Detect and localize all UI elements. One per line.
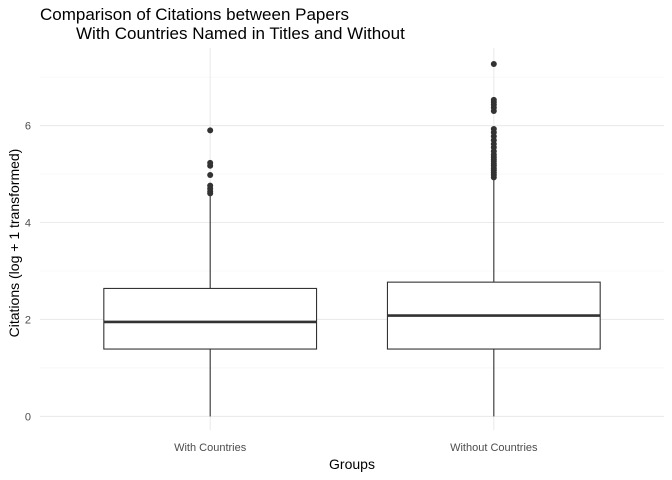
y-tick-label: 2 [25, 314, 31, 326]
x-tick-label: With Countries [174, 442, 247, 454]
box-group [386, 60, 601, 417]
y-axis-ticks: 0 2 4 6 [25, 121, 31, 424]
x-axis-label: Groups [329, 456, 375, 472]
outlier-point [207, 182, 214, 189]
outlier-point [207, 172, 214, 179]
chart-title-line-2: With Countries Named in Titles and Witho… [76, 24, 405, 43]
outlier-point [490, 96, 497, 103]
outlier-point [207, 159, 214, 166]
y-axis-label: Citations (log + 1 transformed) [6, 149, 22, 338]
outlier-point [490, 60, 497, 67]
y-tick-label: 6 [25, 121, 31, 133]
boxes [103, 60, 601, 417]
x-axis-ticks: With Countries Without Countries [174, 442, 538, 454]
grid-lines [40, 48, 664, 430]
outlier-point [490, 125, 497, 132]
y-tick-label: 0 [25, 411, 31, 423]
iqr-box [103, 287, 318, 350]
y-tick-label: 4 [25, 218, 31, 230]
box-group [103, 127, 318, 417]
x-tick-label: Without Countries [450, 442, 538, 454]
outlier-point [207, 127, 214, 134]
chart-title-line-1: Comparison of Citations between Papers [40, 5, 349, 24]
